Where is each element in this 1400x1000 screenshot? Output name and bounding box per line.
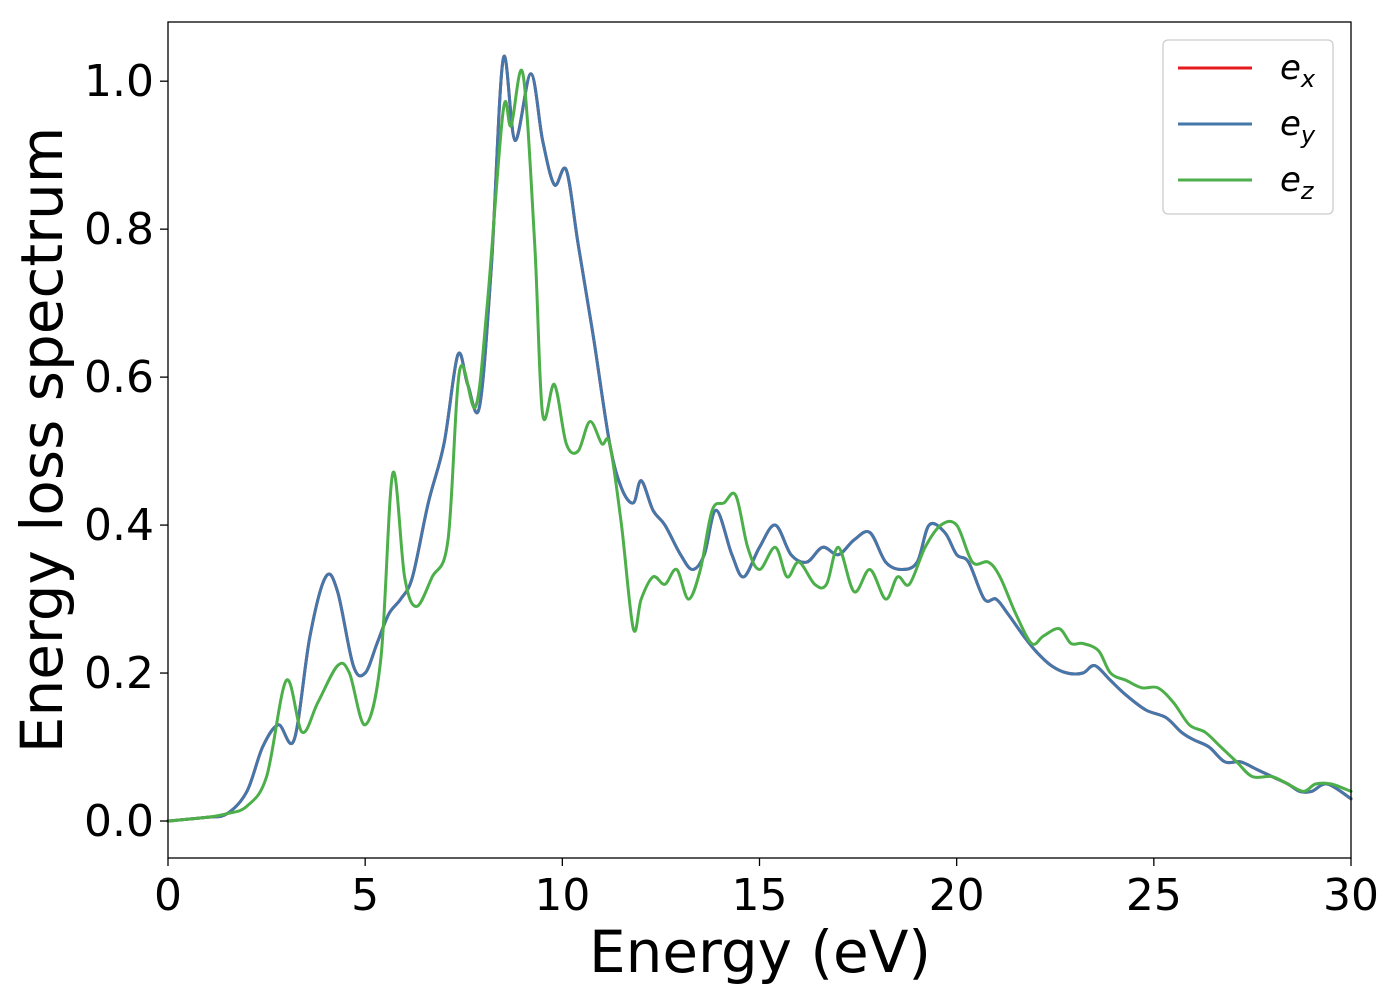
y-tick-label: 1.0 [84, 56, 154, 107]
x-tick-label: 0 [154, 870, 182, 921]
legend: ex ey ez [1162, 39, 1334, 215]
series-line-ez [166, 68, 1353, 823]
x-tick-label: 15 [732, 870, 788, 921]
y-axis-ticks: 0.0 0.2 0.4 0.6 0.8 1.0 [84, 56, 168, 847]
x-tick-label: 25 [1126, 870, 1182, 921]
y-tick-label: 0.2 [84, 648, 154, 699]
y-tick-label: 0.6 [84, 352, 154, 403]
series-line-ey [166, 54, 1353, 823]
y-tick-label: 0.0 [84, 796, 154, 847]
legend-label-z: ez [1280, 160, 1315, 205]
x-tick-label: 30 [1323, 870, 1379, 921]
x-tick-label: 20 [929, 870, 985, 921]
x-axis-title: Energy (eV) [589, 918, 931, 986]
series-lines [166, 54, 1353, 823]
y-axis-title: Energy loss spectrum [8, 127, 76, 753]
y-tick-label: 0.4 [84, 500, 154, 551]
legend-label-x: ex [1280, 48, 1316, 93]
x-axis-ticks: 0 5 10 15 20 25 30 [154, 858, 1379, 921]
legend-label-y: ey [1280, 104, 1316, 149]
x-tick-label: 5 [351, 870, 379, 921]
legend-box [1162, 39, 1334, 215]
x-tick-label: 10 [534, 870, 590, 921]
y-tick-label: 0.8 [84, 204, 154, 255]
